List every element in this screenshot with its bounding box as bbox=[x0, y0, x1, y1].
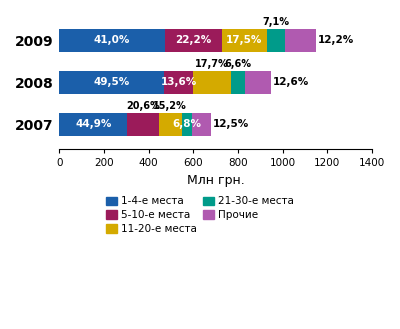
Bar bbox=[192, 113, 211, 136]
Text: 12,2%: 12,2% bbox=[318, 35, 354, 45]
Text: 22,2%: 22,2% bbox=[175, 35, 211, 45]
Bar bbox=[128, 113, 159, 136]
Bar bbox=[59, 71, 164, 94]
Bar bbox=[182, 113, 192, 136]
Text: 17,7%: 17,7% bbox=[195, 59, 229, 68]
Text: 12,6%: 12,6% bbox=[273, 77, 310, 87]
Bar bbox=[164, 71, 193, 94]
Bar bbox=[266, 29, 285, 52]
Text: 49,5%: 49,5% bbox=[94, 77, 130, 87]
Bar bbox=[159, 113, 182, 136]
Bar bbox=[193, 71, 231, 94]
Text: 44,9%: 44,9% bbox=[75, 119, 112, 129]
Bar bbox=[245, 71, 272, 94]
Bar bbox=[59, 113, 128, 136]
Bar bbox=[231, 71, 245, 94]
Text: 20,6%: 20,6% bbox=[126, 101, 160, 111]
Text: 6,8%: 6,8% bbox=[172, 119, 202, 129]
Bar bbox=[59, 29, 164, 52]
Text: 17,5%: 17,5% bbox=[226, 35, 262, 45]
Text: 6,6%: 6,6% bbox=[224, 59, 251, 68]
Text: 15,2%: 15,2% bbox=[154, 101, 187, 111]
Text: 41,0%: 41,0% bbox=[94, 35, 130, 45]
Bar bbox=[222, 29, 266, 52]
Bar bbox=[285, 29, 316, 52]
Legend: 1-4-е места, 5-10-е места, 11-20-е места, 21-30-е места, Прочие: 1-4-е места, 5-10-е места, 11-20-е места… bbox=[102, 192, 298, 238]
Text: 7,1%: 7,1% bbox=[262, 16, 289, 27]
X-axis label: Млн грн.: Млн грн. bbox=[187, 174, 244, 187]
Bar bbox=[164, 29, 222, 52]
Text: 12,5%: 12,5% bbox=[213, 119, 249, 129]
Text: 13,6%: 13,6% bbox=[160, 77, 197, 87]
